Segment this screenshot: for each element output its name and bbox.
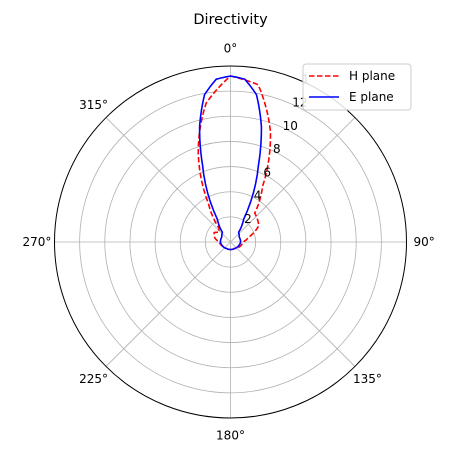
angle-tick-label: 90° — [413, 235, 434, 249]
angle-tick-label: 180° — [216, 429, 245, 443]
angle-tick-label: 0° — [224, 41, 238, 55]
angle-tick-label: 270° — [22, 235, 51, 249]
radial-tick-label: 4 — [254, 189, 262, 203]
series-line-0 — [197, 75, 272, 251]
label-layer: 0°90°135°180°225°270°315°246810121 — [22, 41, 434, 442]
angle-gridline-225 — [105, 241, 231, 367]
legend: H plane E plane — [302, 63, 412, 111]
polar-grid — [54, 65, 407, 419]
series-layer — [197, 75, 272, 251]
angle-gridline-315 — [105, 117, 231, 243]
radial-tick-label: 6 — [263, 165, 271, 179]
angle-gridline-135 — [230, 241, 356, 367]
angle-tick-label: 225° — [79, 372, 108, 386]
angle-tick-label: 315° — [79, 98, 108, 112]
radial-tick-label: 2 — [244, 212, 252, 226]
legend-label: E plane — [349, 90, 394, 104]
polar-frame — [54, 65, 407, 419]
radial-tick-label: 10 — [283, 119, 298, 133]
legend-label: H plane — [349, 69, 395, 83]
angle-tick-label: 135° — [353, 372, 382, 386]
angle-gridline-45 — [230, 117, 356, 243]
series-line-1 — [198, 75, 263, 251]
radial-tick-label: 8 — [273, 142, 281, 156]
chart-title: Directivity — [193, 12, 268, 28]
